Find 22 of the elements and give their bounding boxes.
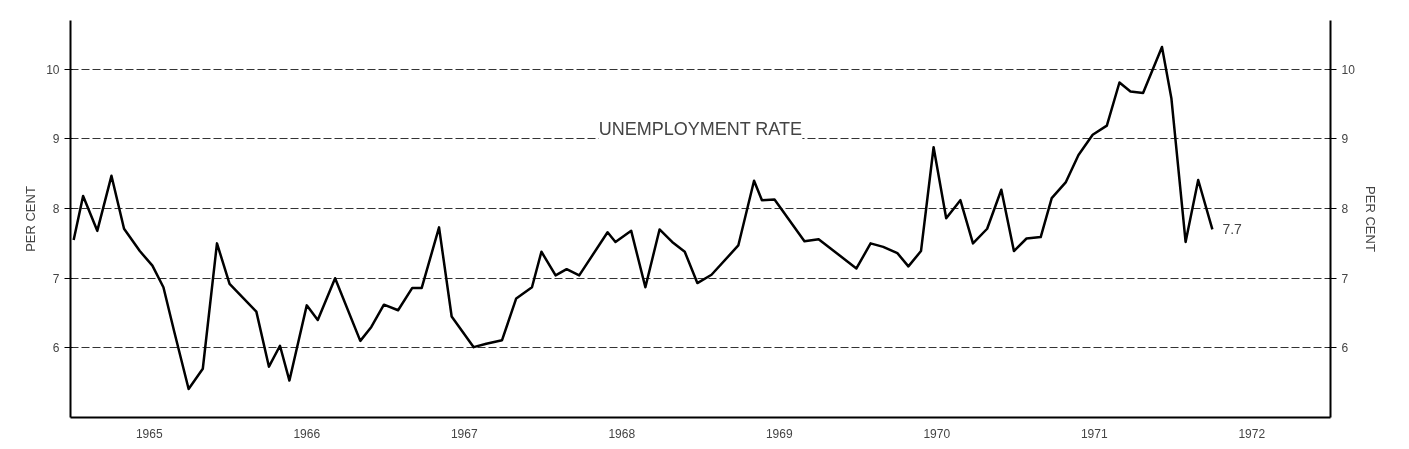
x-tick-label: 1969 <box>765 426 793 441</box>
x-tick-label: 1970 <box>923 426 951 441</box>
y2-tick-label: 6 <box>1341 341 1349 356</box>
x-tick-label: 1966 <box>293 426 321 441</box>
x-tick-label: 1971 <box>1080 426 1108 441</box>
y2-axis-title: PER CENT <box>1362 186 1378 252</box>
y-tick-label: 8 <box>52 202 60 217</box>
x-tick-label: 1968 <box>608 426 636 441</box>
y2-tick-label: 7 <box>1341 271 1349 286</box>
annotation: UNEMPLOYMENT RATE <box>598 118 803 139</box>
y-tick-label: 9 <box>52 132 60 147</box>
y-axis-title: PER CENT <box>23 186 39 252</box>
x-tick-label: 1967 <box>450 426 478 441</box>
annotation: 7.7 <box>1222 221 1243 238</box>
x-tick-label: 1965 <box>135 426 163 441</box>
y2-tick-label: 8 <box>1341 202 1349 217</box>
x-tick-label: 1972 <box>1238 426 1266 441</box>
y-tick-label: 7 <box>52 271 60 286</box>
y-tick-label: 6 <box>52 341 60 356</box>
y2-tick-label: 10 <box>1341 62 1356 77</box>
y-tick-label: 10 <box>46 62 60 77</box>
y2-tick-label: 9 <box>1341 132 1349 147</box>
